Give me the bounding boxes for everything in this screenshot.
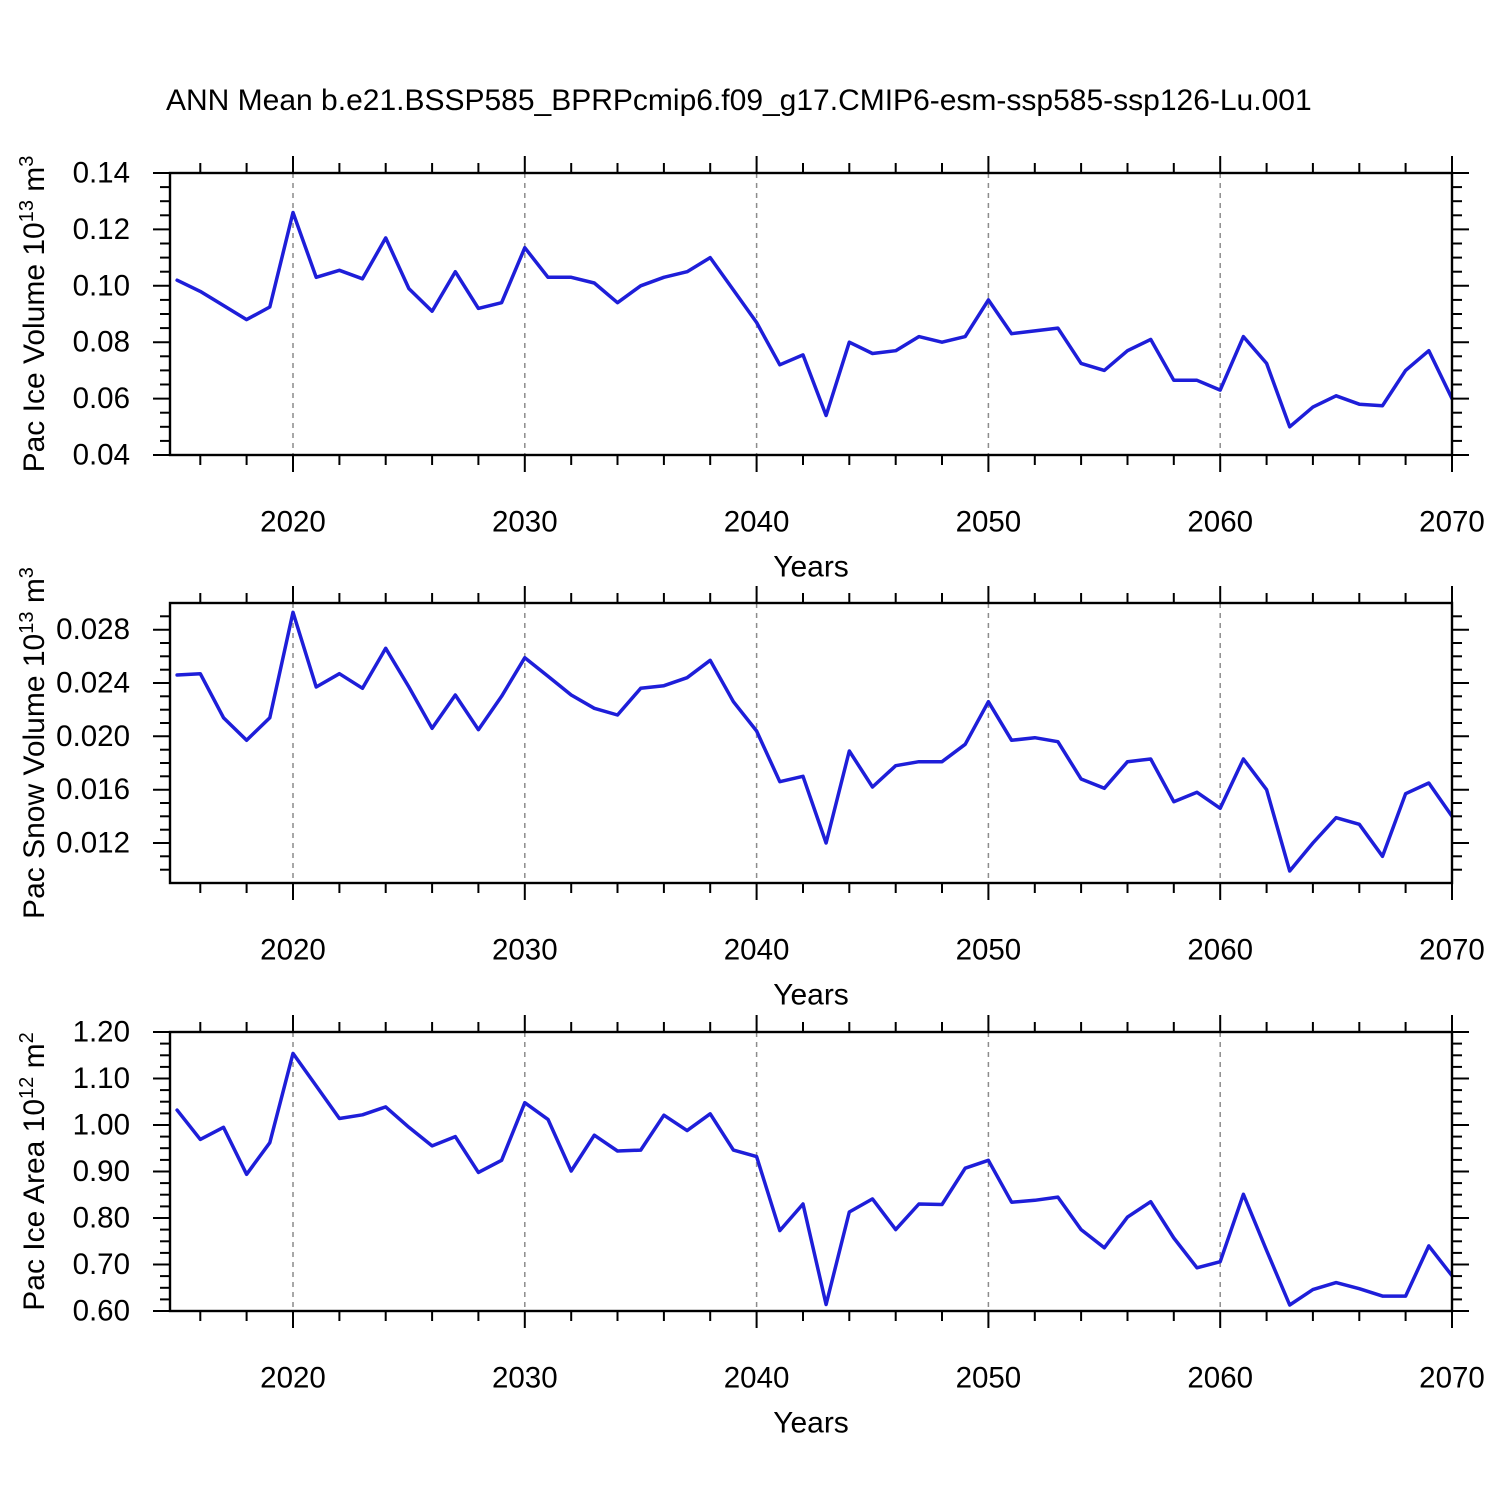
y-tick-label: 0.90 (73, 1155, 130, 1188)
x-axis-title: Years (773, 1407, 849, 1440)
x-tick-label: 2060 (1187, 934, 1253, 967)
plot-frame (168, 601, 1454, 885)
plot-frame (168, 171, 1454, 457)
chart-pac-snow-volume: 2020 2030 2040 2050 2060 2070 0.028 0.024 0.020 0… (16, 567, 1485, 1011)
x-tick-label: 2050 (956, 1362, 1022, 1395)
plot-frame (168, 1030, 1454, 1313)
y-tick-label: 1.00 (73, 1109, 130, 1142)
y-axis-title: Pac Ice Area 1012 m2 (16, 1032, 51, 1311)
x-tick-label: 2040 (724, 506, 790, 539)
y-tick-label: 0.028 (56, 613, 130, 646)
data-line-pac-snow-volume (175, 610, 1454, 873)
y-tick-label: 0.60 (73, 1295, 130, 1328)
y-axis-title: Pac Ice Volume 1013 m3 (16, 156, 51, 473)
y-tick-label: 0.08 (73, 326, 130, 359)
x-tick-label: 2040 (724, 1362, 790, 1395)
y-tick-label: 0.024 (56, 667, 130, 700)
y-tick-label: 0.04 (73, 439, 130, 472)
x-axis-title: Years (773, 979, 849, 1012)
x-tick-label: 2070 (1419, 934, 1485, 967)
x-tick-label: 2030 (492, 934, 558, 967)
y-tick-label: 0.016 (56, 773, 130, 806)
data-line-pac-ice-volume (175, 210, 1454, 429)
x-tick-label: 2020 (260, 506, 326, 539)
x-tick-label: 2050 (956, 506, 1022, 539)
x-tick-label: 2020 (260, 934, 326, 967)
x-tick-label: 2060 (1187, 1362, 1253, 1395)
x-tick-label: 2030 (492, 506, 558, 539)
x-tick-label: 2050 (956, 934, 1022, 967)
chart-pac-ice-area: 2020 2030 2040 2050 2060 2070 1.20 1.10 1.00 0.90… (16, 1015, 1485, 1440)
y-tick-label: 0.12 (73, 213, 130, 246)
data-line-pac-ice-area (175, 1051, 1454, 1307)
x-tick-label: 2020 (260, 1362, 326, 1395)
chart-pac-ice-volume: 2020 2030 2040 2050 2060 2070 0.14 0.12 0.10 0.08… (16, 156, 1485, 584)
y-tick-label: 0.020 (56, 720, 130, 753)
y-tick-label: 1.20 (73, 1016, 130, 1049)
y-tick-label: 0.10 (73, 269, 130, 302)
x-tick-label: 2040 (724, 934, 790, 967)
x-tick-label: 2030 (492, 1362, 558, 1395)
x-tick-label: 2070 (1419, 1362, 1485, 1395)
page-title: ANN Mean b.e21.BSSP585_BPRPcmip6.f09_g17… (166, 84, 1312, 117)
y-tick-label: 0.14 (73, 157, 130, 190)
y-axis-title: Pac Snow Volume 1013 m3 (16, 567, 51, 919)
y-tick-label: 0.012 (56, 827, 130, 860)
y-tick-label: 0.70 (73, 1248, 130, 1281)
y-tick-label: 0.80 (73, 1202, 130, 1235)
x-tick-label: 2070 (1419, 506, 1485, 539)
x-axis-title: Years (773, 551, 849, 584)
y-tick-label: 0.06 (73, 382, 130, 415)
y-tick-label: 1.10 (73, 1062, 130, 1095)
x-tick-label: 2060 (1187, 506, 1253, 539)
